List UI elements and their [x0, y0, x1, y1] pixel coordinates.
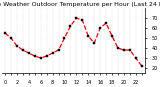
Title: Milwaukee Weather Outdoor Temperature per Hour (Last 24 Hours): Milwaukee Weather Outdoor Temperature pe…	[0, 2, 160, 7]
